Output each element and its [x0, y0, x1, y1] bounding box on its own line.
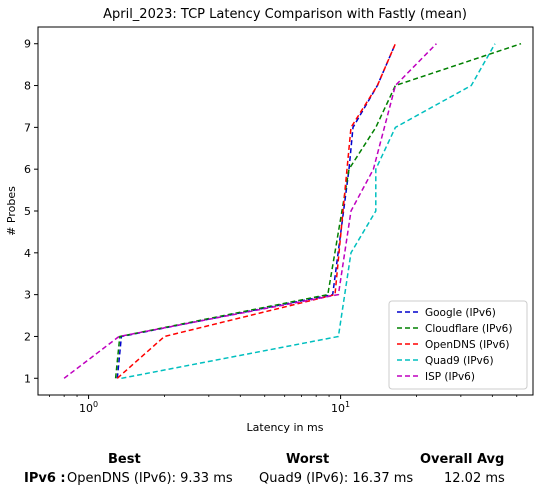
y-tick-label: 1: [24, 372, 31, 385]
y-tick-label: 3: [24, 289, 31, 302]
series-line-3: [121, 43, 496, 380]
y-tick-label: 2: [24, 330, 31, 343]
legend-entry-3: Quad9 (IPv6): [425, 355, 494, 367]
worst-header: Worst: [286, 452, 330, 467]
overall-avg-header: Overall Avg: [420, 452, 505, 467]
overall-avg-value: 12.02 ms: [444, 471, 505, 486]
axes: 1 2 3 4 5 6 7 8 9 100 101: [24, 38, 518, 415]
legend: Google (IPv6) Cloudflare (IPv6) OpenDNS (I…: [388, 300, 528, 390]
y-tick-label: 7: [24, 121, 31, 134]
legend-entry-4: ISP (IPv6): [425, 371, 475, 383]
y-axis-label: # Probes: [5, 186, 18, 236]
series-line-2: [116, 43, 397, 379]
x-tick-label: 100: [79, 400, 98, 415]
series-line-4: [63, 43, 437, 379]
y-tick-label: 5: [24, 205, 31, 218]
x-tick-label: 101: [331, 400, 350, 415]
legend-entry-1: Cloudflare (IPv6): [425, 323, 512, 335]
series-line-1: [114, 42, 522, 379]
chart-title: April_2023: TCP Latency Comparison with …: [103, 7, 467, 22]
legend-box: [388, 300, 528, 390]
y-tick-label: 6: [24, 163, 31, 176]
best-value: OpenDNS (IPv6): 9.33 ms: [67, 471, 233, 486]
best-header: Best: [108, 452, 141, 467]
y-tick-label: 8: [24, 80, 31, 93]
legend-entry-2: OpenDNS (IPv6): [425, 339, 510, 351]
chart: April_2023: TCP Latency Comparison with …: [5, 7, 534, 434]
x-axis-label: Latency in ms: [247, 421, 324, 434]
worst-value: Quad9 (IPv6): 16.37 ms: [259, 471, 414, 486]
legend-entry-0: Google (IPv6): [425, 307, 496, 319]
y-tick-label: 4: [24, 247, 31, 260]
ipv6-row-label: IPv6 :: [24, 471, 66, 486]
y-tick-label: 9: [24, 38, 31, 51]
plot-area: [63, 42, 522, 380]
